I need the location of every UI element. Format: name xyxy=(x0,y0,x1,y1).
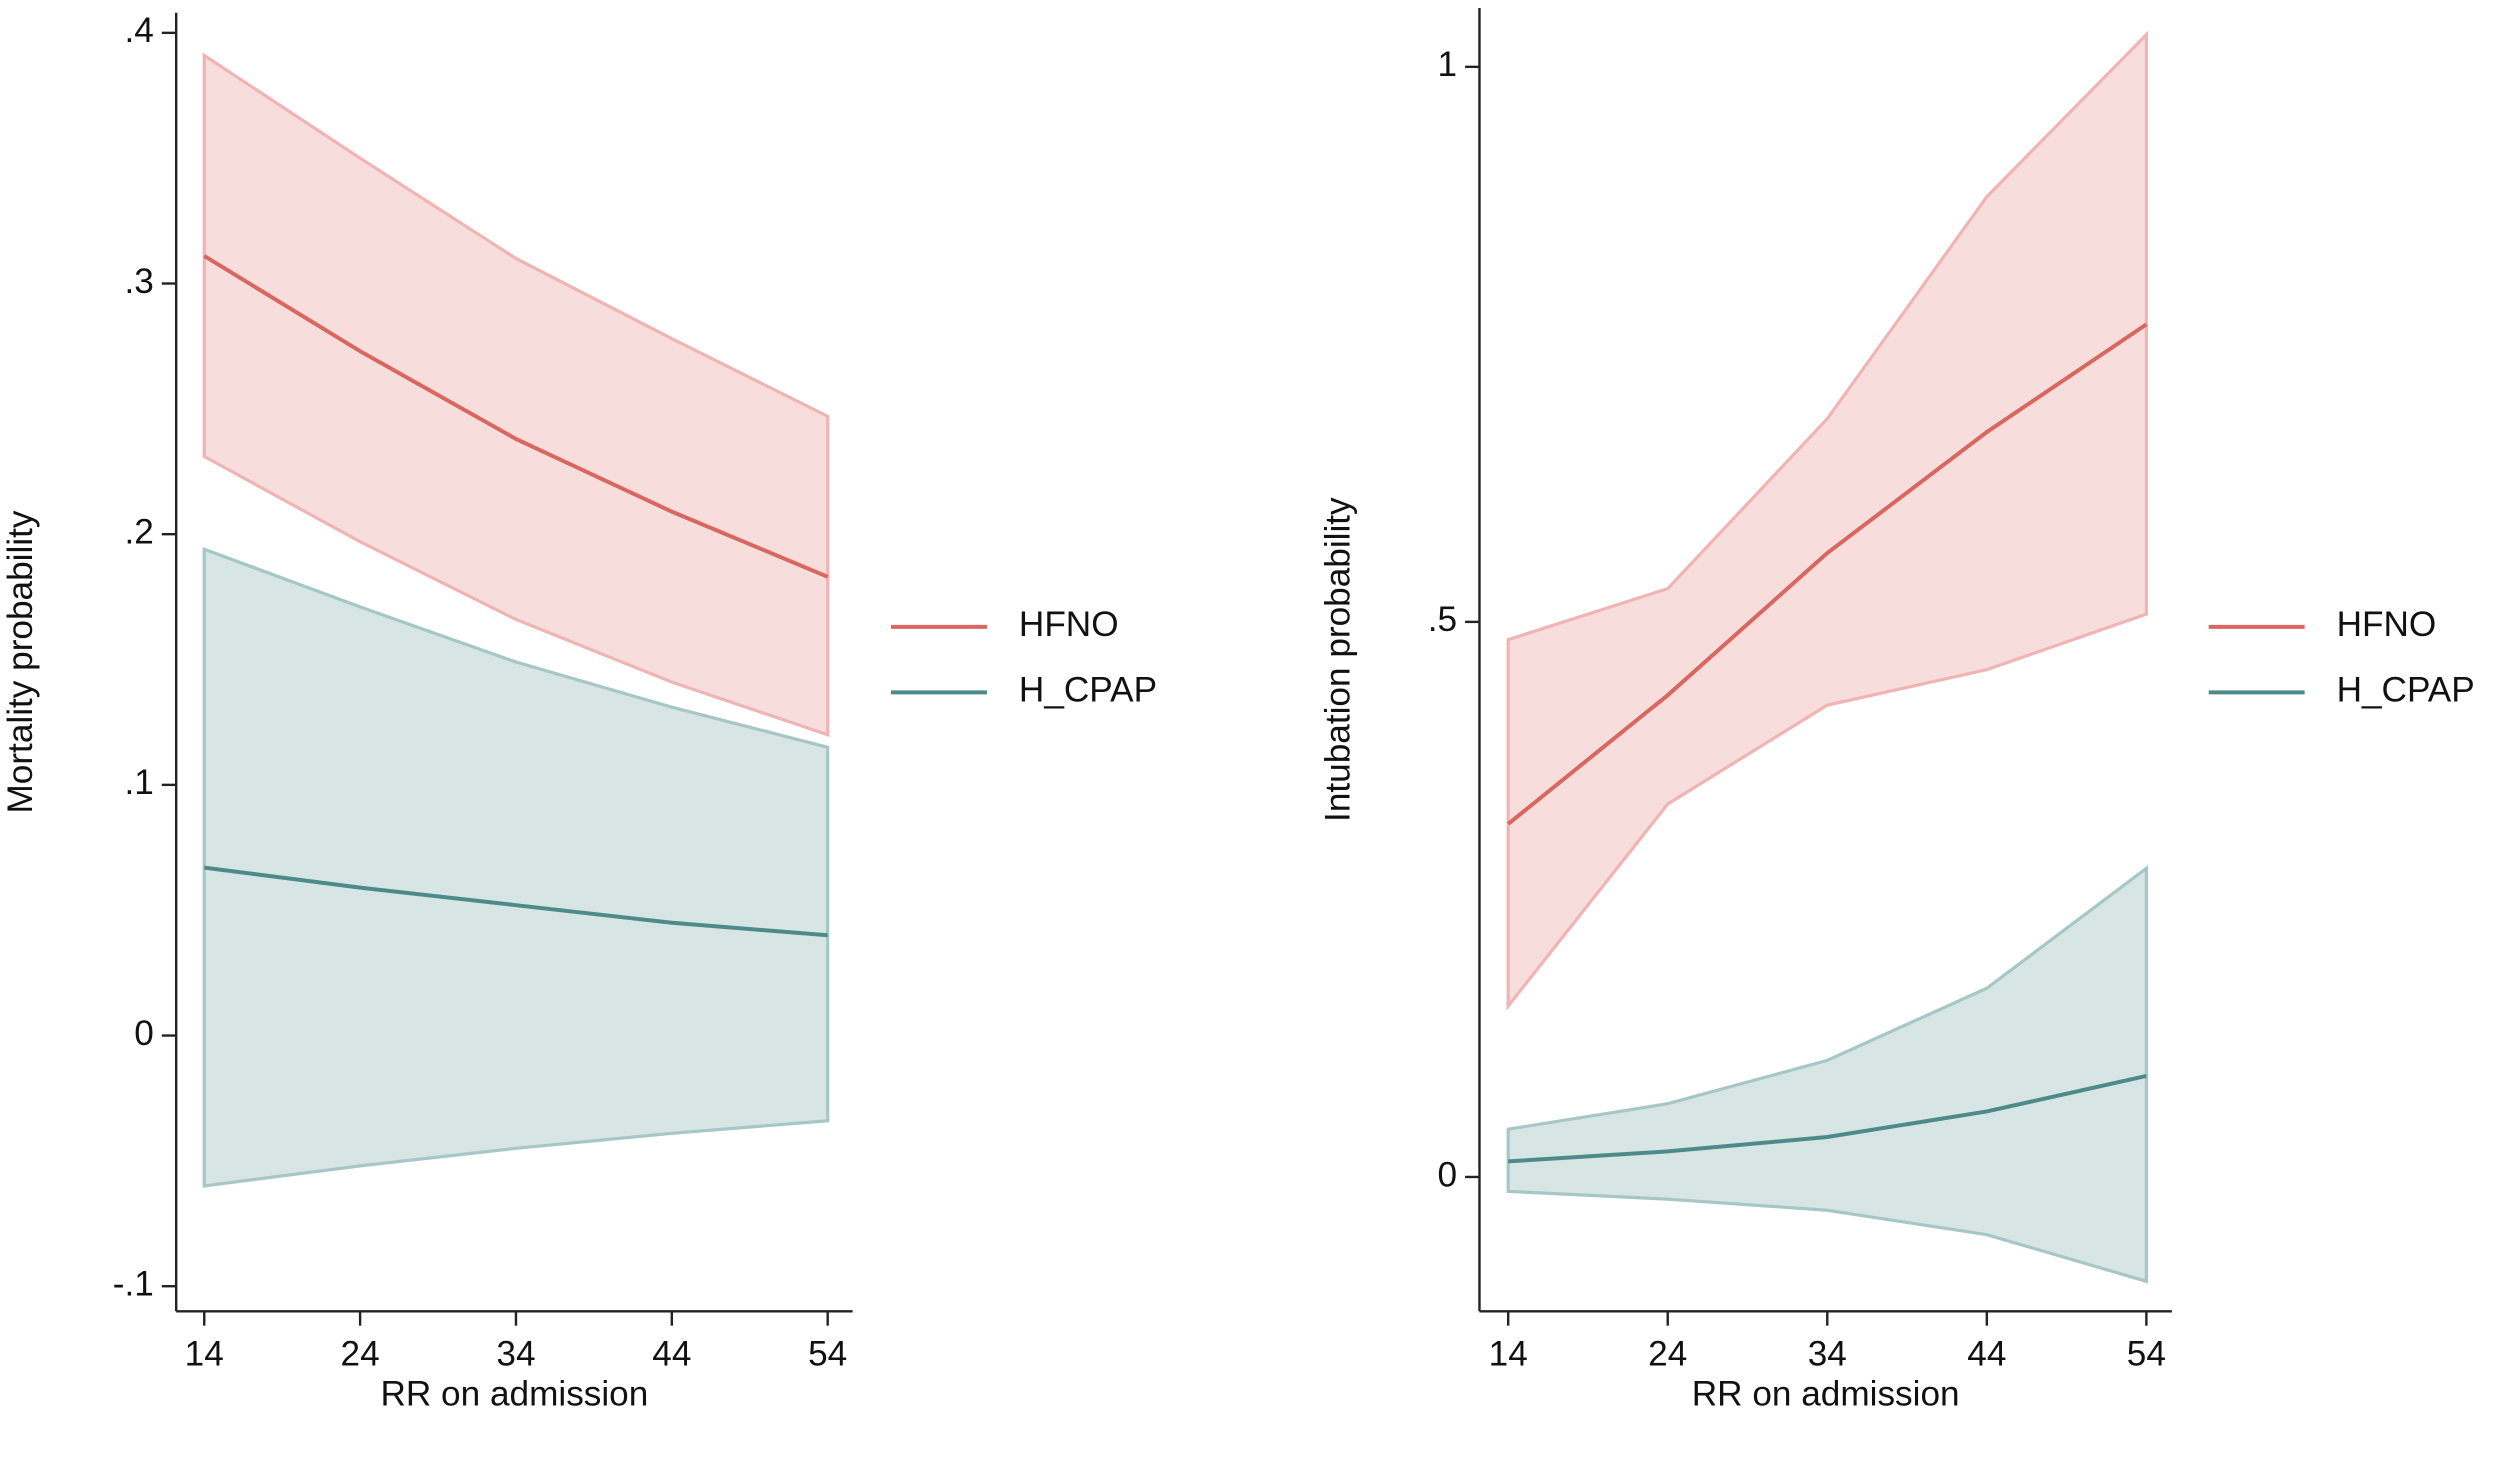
x-axis-title: RR on admission xyxy=(1692,1374,1960,1413)
x-tick-label: 44 xyxy=(652,1334,691,1373)
confidence-band xyxy=(1506,865,2148,1284)
y-axis-title: Intubation probability xyxy=(1319,497,1358,822)
x-tick-label: 14 xyxy=(1489,1334,1528,1373)
y-tick-label: 1 xyxy=(1438,45,1458,84)
y-tick-label: .3 xyxy=(124,262,153,301)
y-tick-label: -.1 xyxy=(113,1265,154,1304)
x-tick-label: 34 xyxy=(496,1334,535,1373)
series-line xyxy=(1508,1073,2147,1164)
x-tick-label: 54 xyxy=(2127,1334,2166,1373)
legend-label: HFNO xyxy=(1019,605,1119,644)
x-tick-label: 34 xyxy=(1808,1334,1847,1373)
y-axis-title: Mortality probability xyxy=(1,510,40,813)
series-line xyxy=(203,254,829,579)
x-tick-label: 54 xyxy=(808,1334,847,1373)
y-tick-label: .4 xyxy=(124,11,153,50)
y-tick-label: 0 xyxy=(134,1014,154,1053)
y-tick-label: .1 xyxy=(124,763,153,802)
confidence-band xyxy=(202,546,830,1188)
legend-label: H_CPAP xyxy=(1019,671,1157,710)
x-tick-label: 24 xyxy=(1648,1334,1687,1373)
y-tick-label: .5 xyxy=(1428,600,1457,639)
legend-label: HFNO xyxy=(2337,605,2437,644)
series-line xyxy=(203,865,828,938)
x-tick-label: 14 xyxy=(185,1334,224,1373)
legend-label: H_CPAP xyxy=(2337,671,2475,710)
series-line xyxy=(1506,322,2148,826)
confidence-band xyxy=(202,52,830,737)
x-tick-label: 44 xyxy=(1967,1334,2006,1373)
confidence-band xyxy=(1506,30,2148,1011)
y-tick-label: .2 xyxy=(124,512,153,551)
x-tick-label: 24 xyxy=(341,1334,380,1373)
y-tick-label: 0 xyxy=(1438,1155,1458,1194)
x-axis-title: RR on admission xyxy=(380,1374,648,1413)
